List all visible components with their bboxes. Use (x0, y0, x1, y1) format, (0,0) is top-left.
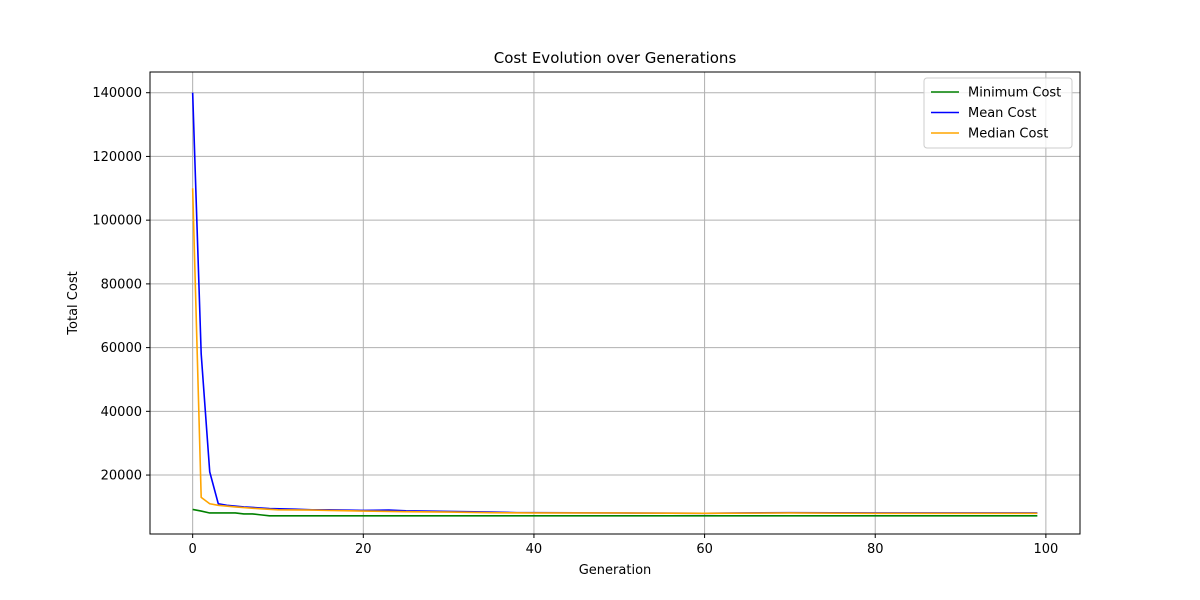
y-axis-label: Total Cost (66, 271, 81, 335)
legend-label-mean-cost: Mean Cost (968, 106, 1036, 121)
series-line-mean-cost (191, 92, 1038, 515)
x-tick-label: 80 (867, 542, 884, 557)
y-tick-label: 40000 (101, 405, 142, 420)
y-tick-label: 120000 (92, 150, 142, 165)
y-tick-label: 100000 (92, 214, 142, 229)
x-tick-label: 40 (526, 542, 543, 557)
chart-title: Cost Evolution over Generations (494, 49, 737, 67)
plot-frame (149, 71, 1081, 535)
legend-label-minimum-cost: Minimum Cost (968, 86, 1061, 101)
legend-box (923, 77, 1073, 149)
series-line-minimum-cost (192, 508, 1038, 517)
y-tick-label: 80000 (101, 277, 142, 292)
x-tick-label: 60 (696, 542, 713, 557)
x-axis-label: Generation (579, 563, 652, 578)
legend: Minimum Cost Mean Cost Median Cost (923, 77, 1073, 149)
legend-label-median-cost: Median Cost (968, 127, 1048, 142)
series-line-median-cost (191, 188, 1038, 515)
x-tick-label: 100 (1033, 542, 1058, 557)
x-tick-label: 20 (355, 542, 372, 557)
x-tick-label: 0 (189, 542, 197, 557)
y-tick-label: 60000 (101, 341, 142, 356)
y-tick-label: 20000 (101, 469, 142, 484)
y-tick-label: 140000 (92, 86, 142, 101)
